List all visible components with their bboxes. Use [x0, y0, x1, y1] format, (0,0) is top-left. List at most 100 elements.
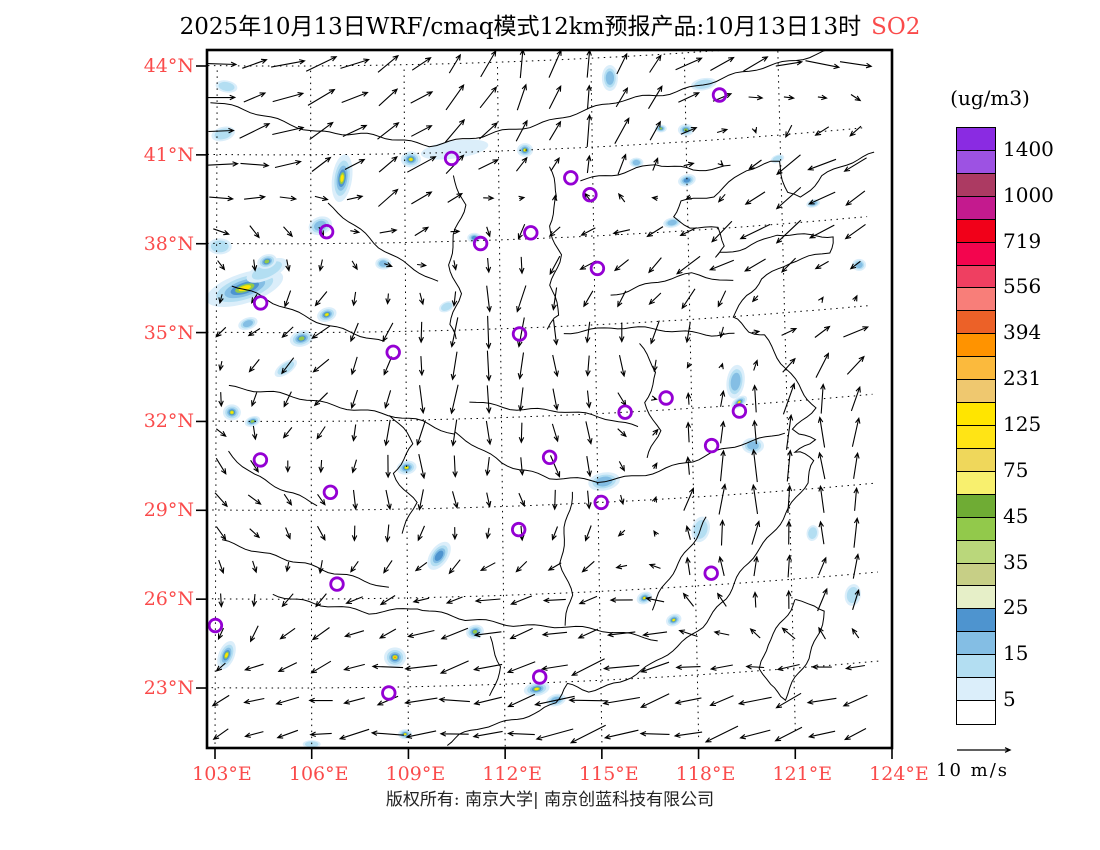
- wind-arrow: [686, 362, 693, 369]
- wind-arrow: [606, 631, 636, 638]
- wind-arrow: [675, 57, 703, 71]
- station-marker: [532, 669, 548, 685]
- border-line: [563, 326, 735, 337]
- wind-arrow: [350, 560, 359, 573]
- wind-arrow: [814, 260, 829, 270]
- wind-arrow: [673, 731, 703, 738]
- wind-arrow: [548, 84, 562, 110]
- wind-arrow: [411, 125, 433, 137]
- pollution-contour: [441, 302, 453, 311]
- wind-arrow: [711, 220, 733, 243]
- wind-arrow: [341, 91, 369, 104]
- wind-arrow: [317, 493, 326, 506]
- wind-arrow: [480, 50, 497, 78]
- wind-arrow: [518, 195, 526, 202]
- station-marker: [541, 449, 558, 466]
- wind-arrow: [378, 628, 397, 639]
- wind-arrow: [719, 326, 725, 339]
- wind-arrow: [343, 663, 365, 672]
- wind-arrow: [751, 483, 759, 514]
- pollution-contour: [434, 550, 444, 561]
- wind-arrow: [540, 664, 568, 671]
- wind-arrow: [218, 294, 224, 305]
- wind-arrow: [244, 194, 267, 201]
- pollution-contour: [251, 261, 282, 280]
- wind-arrow: [314, 291, 328, 307]
- pollution-contour: [218, 81, 235, 92]
- wind-arrow: [440, 627, 469, 640]
- wind-arrow: [718, 555, 725, 577]
- station-marker: [252, 295, 269, 311]
- wind-arrow: [282, 427, 293, 439]
- legend-value-label: 1400: [1003, 136, 1054, 161]
- wind-arrow: [243, 92, 267, 103]
- pollution-contour: [409, 158, 413, 161]
- border-line: [580, 164, 731, 182]
- wind-arrow: [419, 385, 426, 415]
- wind-arrow: [350, 228, 361, 235]
- wind-arrow: [843, 157, 867, 172]
- wind-arrow: [276, 729, 299, 739]
- wind-arrow: [305, 56, 338, 72]
- legend-unit-label: (ug/m3): [950, 86, 1030, 110]
- wind-arrow: [547, 562, 562, 571]
- wind-arrow: [214, 492, 228, 508]
- legend-cell: [957, 311, 995, 335]
- title-species: SO2: [871, 14, 921, 40]
- wind-arrow: [212, 728, 229, 740]
- border-line: [210, 50, 828, 148]
- legend-cell: [957, 471, 995, 495]
- wind-arrow: [685, 194, 692, 200]
- wind-arrow: [485, 315, 492, 350]
- station-marker: [593, 494, 609, 511]
- wind-arrow: [518, 492, 525, 508]
- wind-arrow: [651, 462, 658, 469]
- pollution-contour: [325, 313, 329, 316]
- wind-arrow: [818, 484, 825, 513]
- wind-vectors-layer: [207, 50, 873, 744]
- wind-arrow: [247, 494, 262, 505]
- wind-arrow: [618, 461, 625, 472]
- station-marker: [329, 576, 345, 592]
- wind-arrow: [853, 451, 860, 479]
- wind-arrow: [248, 359, 260, 373]
- wind-arrow: [644, 596, 665, 603]
- wind-arrow: [438, 696, 470, 703]
- wind-arrow: [786, 520, 792, 545]
- wind-arrow: [215, 428, 227, 438]
- parallel-line: [207, 216, 868, 245]
- wind-arrow: [213, 228, 230, 236]
- wind-arrow: [404, 664, 438, 672]
- legend-value-label: 1000: [1003, 182, 1054, 207]
- legend-value-label: 45: [1003, 503, 1029, 528]
- meridian-line: [590, 61, 603, 743]
- border-line: [454, 431, 786, 484]
- legend-value-label: 25: [1003, 595, 1029, 620]
- border-line: [221, 539, 389, 588]
- wind-arrow: [586, 154, 592, 174]
- wind-arrow: [683, 487, 695, 511]
- station-marker: [731, 403, 748, 419]
- wind-arrow: [483, 195, 495, 201]
- station-marker: [511, 521, 527, 538]
- legend-cell: [957, 150, 995, 174]
- legend-cell: [957, 242, 995, 266]
- wind-arrow: [781, 328, 798, 336]
- wind-arrow: [642, 631, 668, 638]
- x-tick-label: 118°E: [675, 763, 736, 785]
- wind-arrow: [215, 662, 226, 672]
- wind-arrow: [785, 589, 792, 609]
- wind-arrow: [648, 257, 662, 274]
- legend-cell: [957, 540, 995, 564]
- wind-arrow: [550, 156, 560, 172]
- pollution-contour: [672, 618, 675, 622]
- wind-arrow: [811, 664, 832, 670]
- wind-arrow: [552, 388, 559, 411]
- wind-arrow: [748, 159, 762, 170]
- border-line: [272, 593, 658, 642]
- pollution-contour: [340, 174, 344, 182]
- wind-arrow: [820, 383, 826, 414]
- station-marker: [472, 235, 489, 252]
- wind-arrow: [577, 628, 599, 639]
- legend-value-label: 5: [1003, 687, 1016, 712]
